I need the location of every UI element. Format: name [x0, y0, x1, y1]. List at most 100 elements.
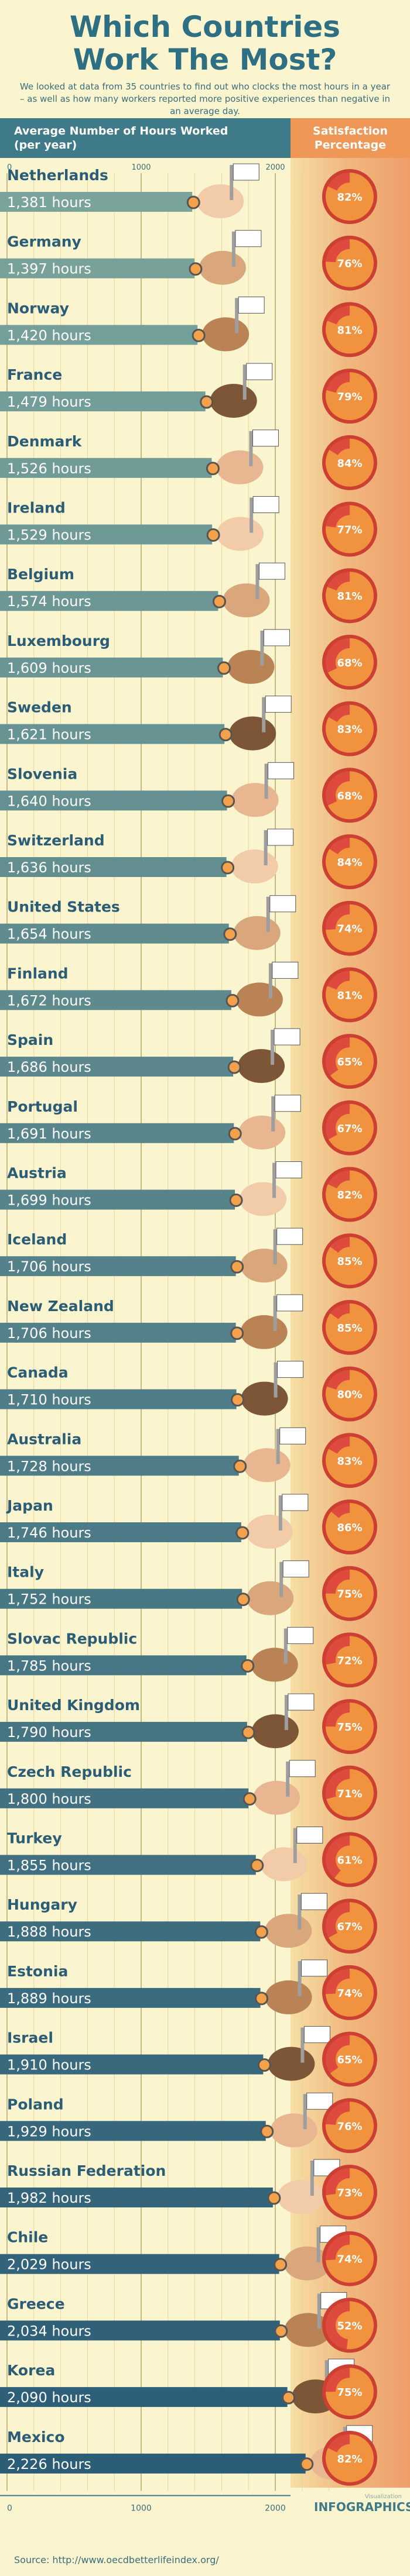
flag-icon [268, 762, 295, 779]
page-title: Which Countries Work The Most? [0, 11, 410, 76]
satisfaction-pie-center [336, 648, 364, 676]
hours-bar [0, 1921, 261, 1942]
satisfaction-label: 85% [337, 1256, 362, 1268]
satisfaction-label: 81% [337, 590, 362, 603]
hand-icon [238, 1049, 285, 1084]
flag-icon [275, 1161, 302, 1178]
intro-text: We looked at data from 35 countries to f… [19, 81, 391, 116]
satisfaction-pie-center [336, 848, 364, 876]
satisfaction-pie-center [336, 1779, 364, 1807]
x-tick-label-bottom: 1000 [131, 2504, 152, 2513]
logo-line-2: INFOGRAPHICS [314, 2500, 410, 2514]
hours-label: 1,790 hours [7, 1724, 91, 1741]
flagpole-icon [271, 1030, 275, 1065]
satisfaction-label: 52% [337, 2320, 362, 2332]
country-name: Netherlands [7, 167, 108, 184]
satisfaction-label: 81% [337, 324, 362, 336]
hours-label: 2,090 hours [7, 2389, 91, 2406]
satisfaction-pie-center [336, 1446, 364, 1475]
flagpole-icon [284, 1695, 288, 1731]
hand-icon [277, 2180, 324, 2214]
x-tick-label-bottom: 2000 [265, 2504, 286, 2513]
hand-icon [253, 1780, 300, 1815]
country-name: Norway [7, 300, 69, 317]
hours-header-line-2: (per year) [14, 139, 77, 152]
hours-label: 1,910 hours [7, 2057, 91, 2073]
hours-bar [0, 1057, 234, 1077]
hand-icon [247, 1581, 294, 1615]
country-name: Russian Federation [7, 2162, 166, 2179]
satisfaction-label: 76% [337, 2120, 362, 2133]
hand-icon [265, 1914, 312, 1948]
satisfaction-pie-slice [325, 1436, 374, 1485]
satisfaction-label: 82% [337, 2453, 362, 2465]
watch-icon [260, 2124, 274, 2138]
satisfaction-header-line-1: Satisfaction [313, 125, 388, 137]
satisfaction-label: 73% [337, 2187, 362, 2199]
country-name: Israel [7, 2030, 53, 2047]
hours-label: 1,855 hours [7, 1858, 91, 1874]
satisfaction-pie-center [336, 981, 364, 1009]
hours-bar [0, 1456, 239, 1476]
hours-label: 1,609 hours [7, 660, 91, 676]
hand-icon [231, 783, 279, 817]
watch-icon [254, 1925, 268, 1939]
satisfaction-pie-center [336, 781, 364, 810]
satisfaction-pie-center [336, 1912, 364, 1941]
flagpole-icon [250, 497, 254, 533]
hours-bar [0, 192, 193, 212]
watch-icon [233, 1459, 247, 1473]
hours-label: 1,929 hours [7, 2123, 91, 2140]
hours-bar [0, 591, 218, 611]
hand-icon [216, 450, 264, 484]
satisfaction-pie-center [336, 249, 364, 277]
watch-icon [206, 528, 220, 542]
flagpole-icon [242, 364, 247, 400]
watch-icon [241, 1725, 255, 1739]
satisfaction-label: 72% [337, 1655, 362, 1667]
hand-icon [233, 916, 281, 950]
hours-label: 1,526 hours [7, 460, 91, 477]
hours-bar [0, 1189, 235, 1210]
satisfaction-label: 86% [337, 1522, 362, 1534]
flagpole-icon [268, 963, 272, 999]
hours-bar [0, 1256, 236, 1277]
satisfaction-pie-center [336, 515, 364, 544]
flag-icon [252, 496, 279, 513]
hours-bar [0, 1788, 249, 1808]
watch-icon [200, 395, 214, 409]
satisfaction-column-header: Satisfaction Percentage [291, 118, 410, 158]
flagpole-icon [300, 2027, 305, 2063]
title-line-1: Which Countries [69, 10, 341, 44]
country-name: Luxembourg [7, 632, 110, 649]
hours-bar [0, 258, 194, 278]
satisfaction-pie-center [336, 382, 364, 411]
hours-label: 1,691 hours [7, 1126, 91, 1142]
satisfaction-label: 75% [337, 2386, 362, 2399]
country-name: Austria [7, 1165, 67, 1182]
watch-icon [255, 1992, 269, 2006]
hours-label: 1,785 hours [7, 1657, 91, 1674]
hours-label: 1,529 hours [7, 527, 91, 544]
country-name: United States [7, 899, 120, 916]
flagpole-icon [264, 830, 268, 865]
country-name: Greece [7, 2295, 65, 2312]
country-name: Iceland [7, 1231, 67, 1248]
country-name: Poland [7, 2096, 64, 2113]
satisfaction-label: 65% [337, 1056, 362, 1068]
hours-bar [0, 2320, 280, 2341]
hours-label: 2,029 hours [7, 2257, 91, 2273]
watch-icon [274, 2258, 288, 2272]
watch-icon [189, 262, 203, 276]
hours-bar [0, 990, 231, 1010]
watch-icon [282, 2391, 296, 2405]
flagpole-icon [316, 2227, 320, 2262]
title-line-2: Work The Most? [73, 43, 337, 77]
hand-icon [197, 184, 244, 218]
satisfaction-label: 74% [337, 923, 362, 936]
hand-icon [217, 517, 264, 551]
satisfaction-pie-center [336, 1247, 364, 1275]
flagpole-icon [283, 1628, 288, 1664]
satisfaction-pie-center [336, 448, 364, 477]
